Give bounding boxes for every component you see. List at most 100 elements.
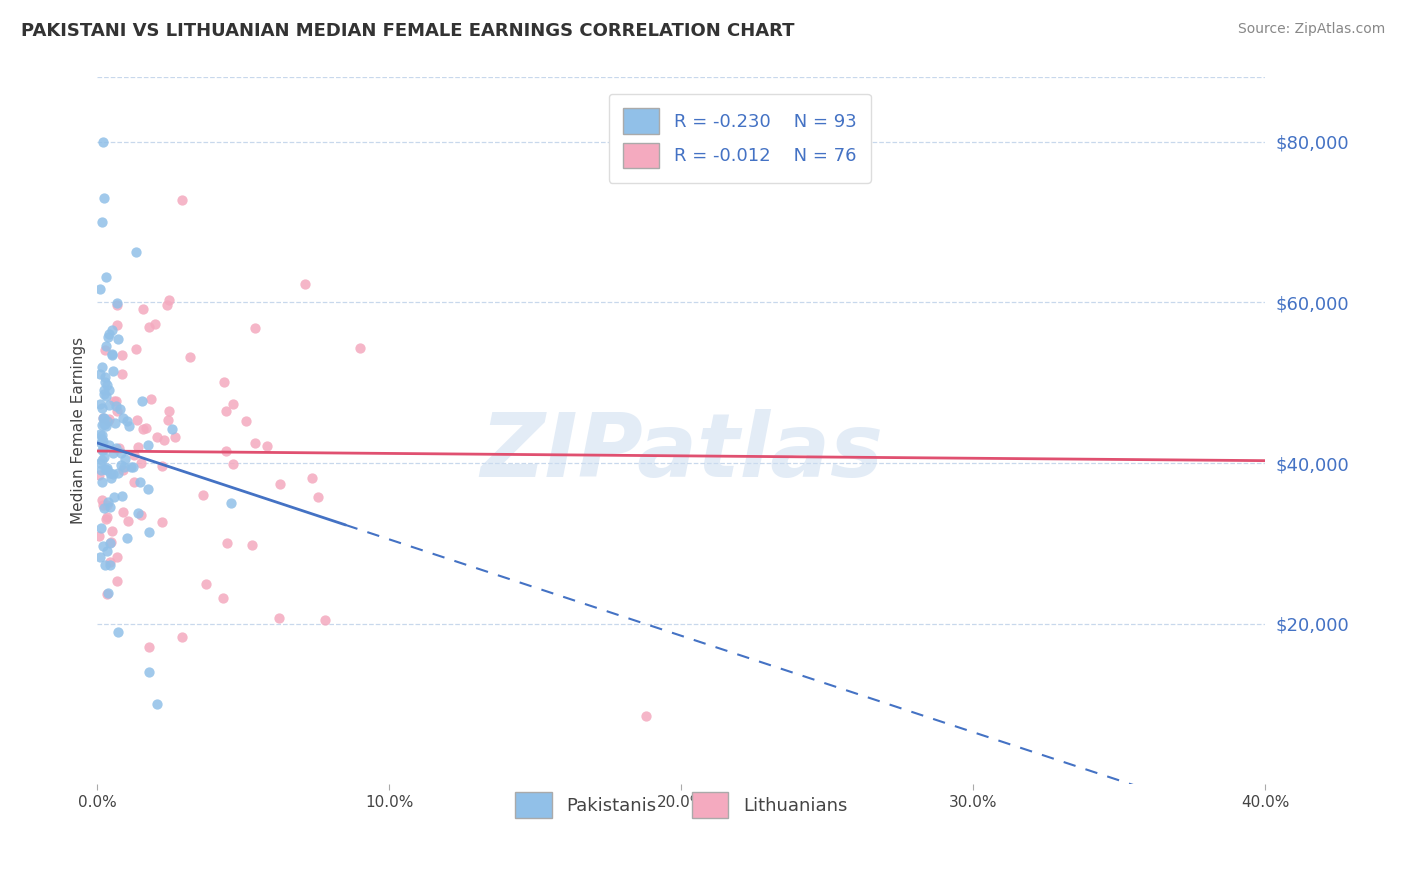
Point: [91, 539, 114, 553]
Point: [90, 442, 112, 457]
Point: [101, 364, 124, 378]
Point: [98, 500, 121, 515]
Point: [127, 441, 149, 455]
Legend: Pakistanis, Lithuanians: Pakistanis, Lithuanians: [508, 785, 855, 825]
Point: [129, 475, 152, 489]
Point: [91, 411, 114, 425]
Point: [131, 508, 153, 523]
Point: [93, 498, 115, 512]
Point: [121, 459, 143, 474]
Point: [105, 298, 128, 312]
Point: [96, 461, 118, 475]
Point: [91, 427, 114, 442]
Point: [117, 414, 139, 428]
Point: [219, 496, 242, 510]
Point: [100, 558, 122, 573]
Point: [93, 191, 115, 205]
Point: [89, 426, 111, 441]
Text: Source: ZipAtlas.com: Source: ZipAtlas.com: [1237, 22, 1385, 37]
Point: [212, 375, 235, 389]
Point: [193, 488, 215, 502]
Point: [90, 521, 112, 535]
Point: [91, 443, 114, 458]
Point: [105, 399, 128, 413]
Point: [91, 135, 114, 149]
Point: [96, 377, 118, 392]
Point: [103, 393, 125, 408]
Point: [90, 453, 112, 467]
Point: [256, 439, 278, 453]
Point: [98, 399, 121, 413]
Point: [105, 574, 128, 589]
Point: [294, 277, 316, 291]
Point: [100, 471, 122, 485]
Point: [110, 348, 132, 362]
Point: [110, 458, 132, 472]
Point: [90, 417, 112, 432]
Point: [138, 524, 160, 539]
Point: [132, 301, 155, 316]
Point: [97, 586, 120, 600]
Point: [90, 436, 112, 450]
Point: [139, 392, 162, 406]
Point: [131, 393, 153, 408]
Point: [245, 435, 267, 450]
Point: [98, 438, 121, 452]
Point: [93, 501, 115, 516]
Point: [91, 410, 114, 425]
Point: [98, 466, 121, 480]
Point: [152, 433, 174, 447]
Point: [107, 332, 129, 346]
Text: PAKISTANI VS LITHUANIAN MEDIAN FEMALE EARNINGS CORRELATION CHART: PAKISTANI VS LITHUANIAN MEDIAN FEMALE EA…: [21, 22, 794, 40]
Point: [97, 383, 120, 397]
Point: [243, 321, 266, 335]
Point: [211, 591, 233, 605]
Point: [105, 318, 128, 333]
Point: [103, 491, 125, 505]
Point: [107, 624, 129, 639]
Point: [101, 348, 124, 362]
Point: [91, 359, 114, 374]
Point: [105, 295, 128, 310]
Point: [94, 512, 117, 526]
Point: [98, 412, 121, 426]
Point: [101, 467, 124, 481]
Point: [91, 432, 114, 446]
Point: [107, 467, 129, 481]
Point: [118, 418, 141, 433]
Point: [145, 697, 167, 711]
Point: [114, 452, 136, 467]
Point: [111, 462, 134, 476]
Point: [156, 298, 179, 312]
Point: [215, 443, 238, 458]
Point: [91, 401, 114, 415]
Point: [110, 446, 132, 460]
Y-axis label: Median Female Earnings: Median Female Earnings: [72, 337, 86, 524]
Point: [125, 244, 148, 259]
Point: [98, 555, 121, 569]
Point: [194, 577, 217, 591]
Point: [96, 586, 118, 600]
Point: [91, 475, 114, 489]
Point: [96, 498, 118, 512]
Point: [94, 417, 117, 432]
Point: [132, 422, 155, 436]
Point: [94, 375, 117, 389]
Point: [240, 538, 263, 552]
Point: [93, 383, 115, 397]
Point: [111, 367, 134, 381]
Point: [127, 413, 149, 427]
Point: [112, 459, 135, 474]
Point: [150, 515, 173, 529]
Point: [138, 482, 160, 496]
Point: [87, 529, 110, 543]
Point: [134, 421, 156, 435]
Point: [108, 402, 131, 417]
Point: [112, 505, 135, 519]
Point: [138, 319, 160, 334]
Point: [117, 514, 139, 528]
Point: [107, 549, 129, 564]
Point: [267, 611, 290, 625]
Point: [138, 438, 160, 452]
Point: [93, 410, 115, 425]
